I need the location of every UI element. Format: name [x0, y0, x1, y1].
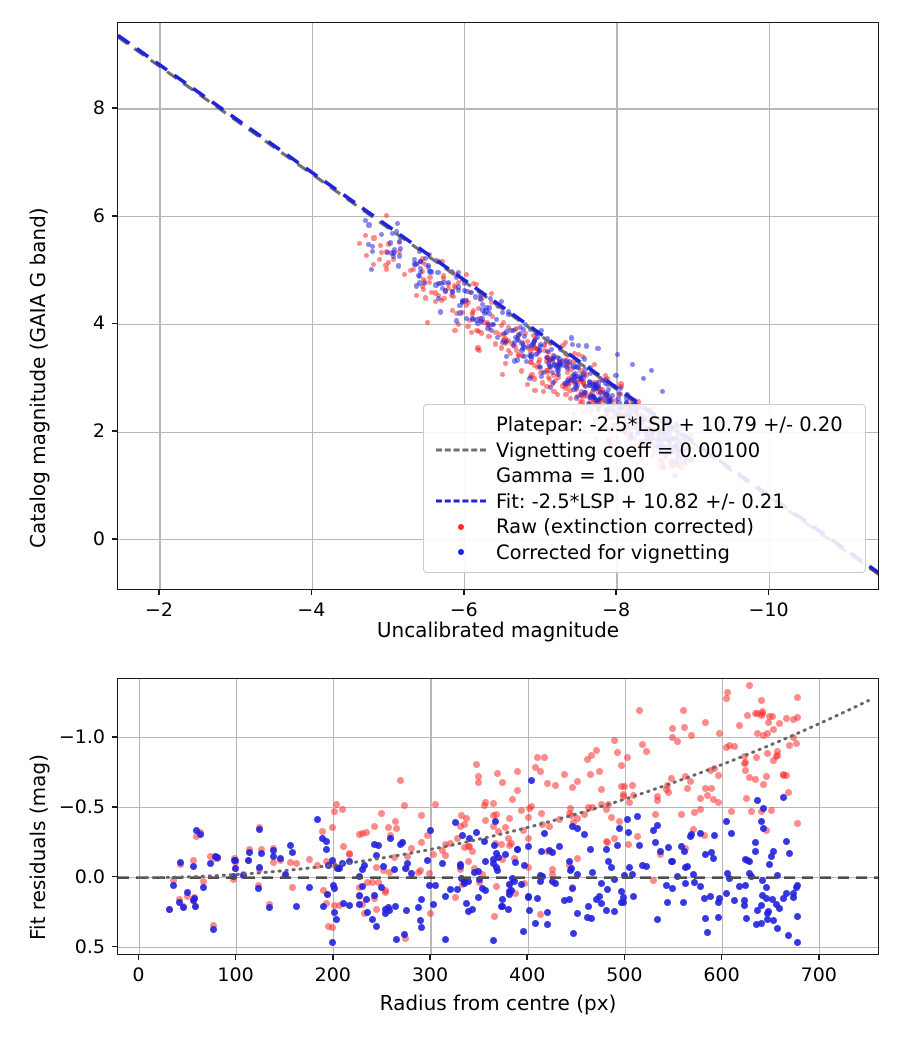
residuals-plot-area[interactable]: [117, 678, 879, 955]
x-tick-label: 0: [132, 964, 144, 986]
x-tick: [526, 955, 528, 960]
y-tick: [112, 876, 117, 878]
x-tick: [429, 955, 431, 960]
residuals-ylabel: Fit residuals (mag): [26, 754, 50, 940]
figure-canvas: Catalog magnitude (GAIA G band) −2−4−6−8…: [0, 0, 900, 1050]
legend-row-corrected: Corrected for vignetting: [434, 540, 853, 566]
blue-dashed-line-icon: [436, 500, 486, 503]
y-tick: [112, 946, 117, 948]
legend-label-vignetting-coeff: Vignetting coeff = 0.00100: [496, 438, 760, 464]
legend-row-platepar: Platepar: -2.5*LSP + 10.79 +/- 0.20: [434, 412, 853, 438]
residual-reference-lines: [118, 679, 879, 955]
y-tick-label: 6: [47, 205, 105, 227]
x-tick: [158, 590, 160, 595]
vignetting-curve: [139, 701, 868, 878]
x-tick: [332, 955, 334, 960]
y-tick: [112, 107, 117, 109]
y-tick-label: 8: [47, 97, 105, 119]
residuals-panel: Fit residuals (mag) 0 100 200 300 400 500 600 7…: [0, 650, 900, 1050]
legend-key-corrected: [434, 540, 488, 565]
x-tick-label: 500: [606, 964, 642, 986]
x-tick-label: 300: [412, 964, 448, 986]
legend-row-vignetting-coeff: Vignetting coeff = 0.00100: [434, 438, 853, 464]
legend-key-platepar: [434, 412, 488, 437]
x-tick: [311, 590, 313, 595]
x-tick: [768, 590, 770, 595]
calibration-xlabel: Uncalibrated magnitude: [117, 618, 879, 642]
x-tick: [235, 955, 237, 960]
legend-label-platepar: Platepar: -2.5*LSP + 10.79 +/- 0.20: [496, 412, 843, 438]
legend-row-fit: Fit: -2.5*LSP + 10.82 +/- 0.21: [434, 489, 853, 515]
y-tick: [112, 806, 117, 808]
x-tick: [624, 955, 626, 960]
y-tick-label: 0.5: [29, 936, 105, 958]
legend-label-corrected: Corrected for vignetting: [496, 540, 730, 566]
x-tick-label: 400: [509, 964, 545, 986]
y-tick-label: 4: [47, 312, 105, 334]
blue-dot-icon: [458, 549, 464, 555]
x-tick-label: 100: [217, 964, 253, 986]
y-tick-label: −0.5: [29, 796, 105, 818]
x-tick: [615, 590, 617, 595]
gray-dashed-line-icon: [436, 449, 486, 452]
y-tick: [112, 323, 117, 325]
y-tick: [112, 215, 117, 217]
y-tick-label: 2: [47, 420, 105, 442]
y-tick-label: 0.0: [29, 866, 105, 888]
legend-label-gamma: Gamma = 1.00: [496, 463, 645, 489]
y-tick-label: −1.0: [29, 726, 105, 748]
x-tick: [818, 955, 820, 960]
y-tick: [112, 736, 117, 738]
y-tick: [112, 430, 117, 432]
x-tick: [721, 955, 723, 960]
residuals-xlabel: Radius from centre (px): [117, 991, 879, 1015]
legend-key-raw: [434, 514, 488, 539]
calibration-ylabel: Catalog magnitude (GAIA G band): [26, 207, 50, 548]
y-tick: [112, 538, 117, 540]
legend-label-fit: Fit: -2.5*LSP + 10.82 +/- 0.21: [496, 489, 785, 515]
x-tick: [463, 590, 465, 595]
legend-key-gamma: [434, 463, 488, 488]
y-tick-label: 0: [47, 528, 105, 550]
x-tick-label: 600: [703, 964, 739, 986]
red-dot-icon: [458, 524, 464, 530]
x-tick-label: 700: [801, 964, 837, 986]
legend-row-gamma: Gamma = 1.00: [434, 463, 853, 489]
x-tick: [138, 955, 140, 960]
legend-key-vignetting-coeff: [434, 438, 488, 463]
legend-label-raw: Raw (extinction corrected): [496, 514, 754, 540]
legend-row-raw: Raw (extinction corrected): [434, 514, 853, 540]
x-tick-label: 200: [315, 964, 351, 986]
legend-key-fit: [434, 489, 488, 514]
calibration-legend[interactable]: Platepar: -2.5*LSP + 10.79 +/- 0.20 Vign…: [423, 404, 866, 573]
calibration-panel: Catalog magnitude (GAIA G band) −2−4−6−8…: [0, 0, 900, 650]
